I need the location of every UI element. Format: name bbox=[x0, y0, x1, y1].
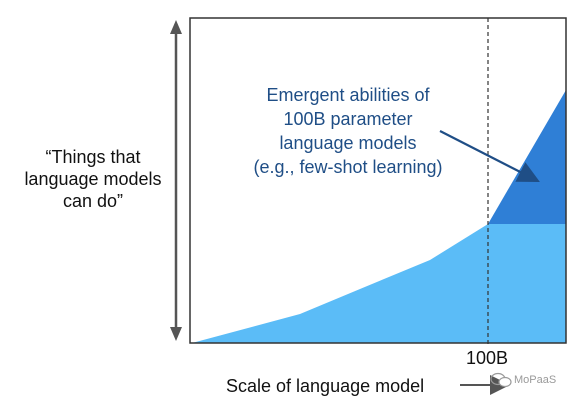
annotation-arrow bbox=[439, 130, 540, 183]
annotation-line: language models bbox=[279, 133, 417, 153]
wechat-icon bbox=[490, 372, 512, 388]
annotation-line: 100B parameter bbox=[283, 109, 413, 129]
y-axis-label: “Things that language models can do” bbox=[12, 146, 174, 212]
annotation-line: (e.g., few-shot learning) bbox=[253, 157, 443, 177]
y-axis-label-line: can do” bbox=[62, 191, 124, 211]
emergent-region bbox=[488, 90, 566, 224]
y-axis-arrow bbox=[170, 20, 182, 341]
threshold-tick-label: 100B bbox=[466, 348, 509, 368]
y-axis-label-line: language models bbox=[24, 169, 162, 189]
annotation-line: Emergent abilities of bbox=[266, 85, 430, 105]
watermark-mopaas: MoPaaS bbox=[514, 374, 557, 386]
plot-frame bbox=[189, 17, 567, 344]
y-axis-label-line: “Things that bbox=[45, 147, 141, 167]
emergent-annotation: Emergent abilities of 100B parameter lan… bbox=[238, 83, 458, 179]
x-axis-label: Scale of language model bbox=[226, 376, 425, 396]
capability-area bbox=[192, 224, 566, 343]
